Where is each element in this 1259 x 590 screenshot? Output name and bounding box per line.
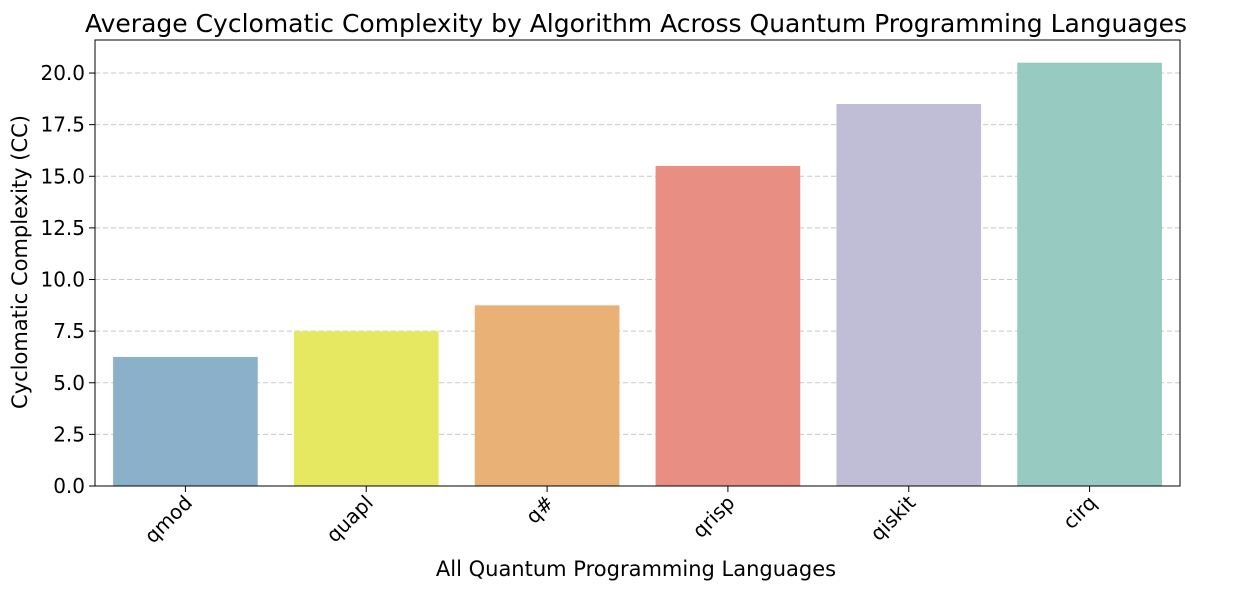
bar-3: [655, 165, 801, 486]
y-tick-label: 5.0: [53, 371, 85, 395]
y-tick-label: 20.0: [40, 61, 85, 85]
y-axis-ticks: 0.0 2.5 5.0 7.5 10.0 12.5 15.0 17.5 20.0: [40, 61, 95, 498]
x-tick-label: q#: [521, 491, 559, 529]
bar-layer: [113, 62, 1162, 487]
bar-5: [1017, 62, 1162, 487]
x-tick-label: cirq: [1058, 491, 1101, 534]
y-tick-label: 7.5: [53, 319, 85, 343]
y-tick-label: 15.0: [40, 164, 85, 188]
x-tick-label: qrisp: [687, 491, 739, 543]
grid-layer: [95, 72, 1180, 487]
y-tick-label: 12.5: [40, 216, 85, 240]
x-tick-label: qiskit: [865, 490, 920, 545]
y-axis-label: Cyclomatic Complexity (CC): [8, 115, 32, 409]
x-axis-ticks: qmod quapl q# qrisp qiskit cirq: [140, 486, 1101, 548]
bar-4: [836, 104, 982, 486]
bar-2: [474, 305, 620, 486]
plot-frame: [94, 39, 1181, 487]
bar-0: [113, 356, 258, 486]
x-tick-label: qmod: [140, 491, 197, 548]
y-tick-label: 17.5: [40, 113, 85, 137]
chart-title: Average Cyclomatic Complexity by Algorit…: [85, 9, 1187, 38]
x-axis-label: All Quantum Programming Languages: [436, 557, 836, 581]
y-tick-label: 10.0: [40, 268, 85, 292]
x-tick-label: quapl: [321, 491, 377, 547]
bar-1: [293, 331, 439, 486]
y-tick-label: 0.0: [53, 474, 85, 498]
y-tick-label: 2.5: [53, 422, 85, 446]
